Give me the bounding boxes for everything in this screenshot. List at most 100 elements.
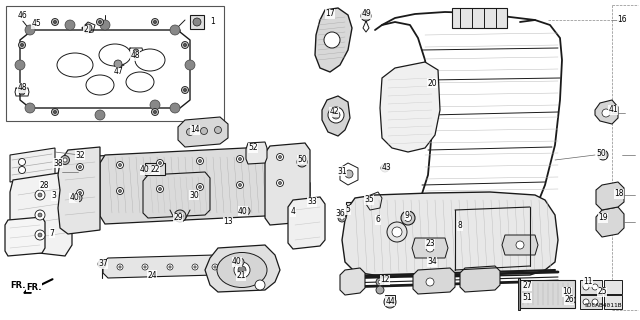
Circle shape [200,127,207,134]
Circle shape [51,108,58,116]
Circle shape [19,86,26,93]
Circle shape [332,111,340,119]
Circle shape [152,108,159,116]
Circle shape [97,19,104,26]
Circle shape [177,213,183,219]
Text: 32: 32 [75,150,85,159]
Circle shape [170,103,180,113]
Text: 35: 35 [364,196,374,204]
Circle shape [340,216,344,220]
Bar [346,202,364,214]
Text: 50: 50 [297,156,307,164]
Text: 11: 11 [583,277,593,286]
Circle shape [602,109,610,117]
Text: 31: 31 [337,166,347,175]
Text: 41: 41 [608,106,618,115]
Ellipse shape [126,72,154,92]
Circle shape [54,20,56,23]
Circle shape [79,191,81,195]
Circle shape [244,209,248,213]
Circle shape [404,214,412,221]
Circle shape [376,286,384,294]
Circle shape [592,299,598,305]
Circle shape [387,222,407,242]
Circle shape [214,266,216,268]
Text: 14: 14 [190,125,200,134]
Circle shape [426,244,434,252]
Text: 1: 1 [211,18,216,27]
Text: 23: 23 [425,239,435,249]
Polygon shape [65,176,310,205]
Circle shape [118,189,122,193]
Text: 48: 48 [17,84,27,92]
Text: 9: 9 [404,211,410,220]
Text: 40: 40 [69,194,79,203]
Circle shape [76,196,80,200]
Circle shape [600,153,605,157]
Text: 38: 38 [53,158,63,167]
Polygon shape [596,207,624,237]
Bar [580,295,602,309]
Text: 13: 13 [223,218,233,227]
Polygon shape [5,217,45,256]
Text: 40: 40 [140,165,150,174]
Circle shape [157,159,163,166]
Text: FR.: FR. [10,282,26,291]
Text: 40: 40 [238,206,248,215]
Circle shape [516,241,524,249]
Circle shape [114,60,122,68]
Polygon shape [502,235,538,255]
Text: 3: 3 [52,191,56,201]
Circle shape [255,280,265,290]
Circle shape [278,156,282,158]
Polygon shape [178,117,228,147]
Circle shape [77,164,83,171]
Circle shape [598,150,608,160]
Circle shape [61,156,70,164]
Circle shape [592,284,598,290]
Text: 36: 36 [335,209,345,218]
Circle shape [185,60,195,70]
Circle shape [38,193,42,197]
Text: 46: 46 [17,12,27,20]
Circle shape [300,159,305,164]
Circle shape [328,107,344,123]
Circle shape [184,89,186,92]
Circle shape [278,181,282,185]
Circle shape [568,297,575,303]
Circle shape [119,266,121,268]
Circle shape [142,264,148,270]
Circle shape [84,24,92,32]
Circle shape [237,156,243,163]
Text: 8: 8 [458,221,462,230]
Text: 30: 30 [189,190,199,199]
Circle shape [198,186,202,188]
Circle shape [150,100,160,110]
Circle shape [118,164,122,166]
Bar [520,280,575,308]
Text: 4: 4 [291,207,296,217]
Circle shape [98,260,106,268]
Polygon shape [380,62,440,152]
Bar [452,8,507,28]
Circle shape [154,20,157,23]
Circle shape [239,183,241,187]
Text: 42: 42 [329,108,339,116]
Circle shape [169,266,172,268]
Bar [145,163,165,175]
Circle shape [144,266,146,268]
Text: 48: 48 [130,52,140,60]
Text: 28: 28 [39,180,49,189]
Polygon shape [103,255,220,278]
Circle shape [79,165,81,169]
Circle shape [376,278,384,286]
Circle shape [170,25,180,35]
Text: 27: 27 [522,282,532,291]
Circle shape [276,154,284,161]
Text: 44: 44 [385,297,395,306]
Circle shape [196,157,204,164]
Text: 18: 18 [614,189,624,198]
Circle shape [378,280,382,284]
Circle shape [196,183,204,190]
Circle shape [167,264,173,270]
